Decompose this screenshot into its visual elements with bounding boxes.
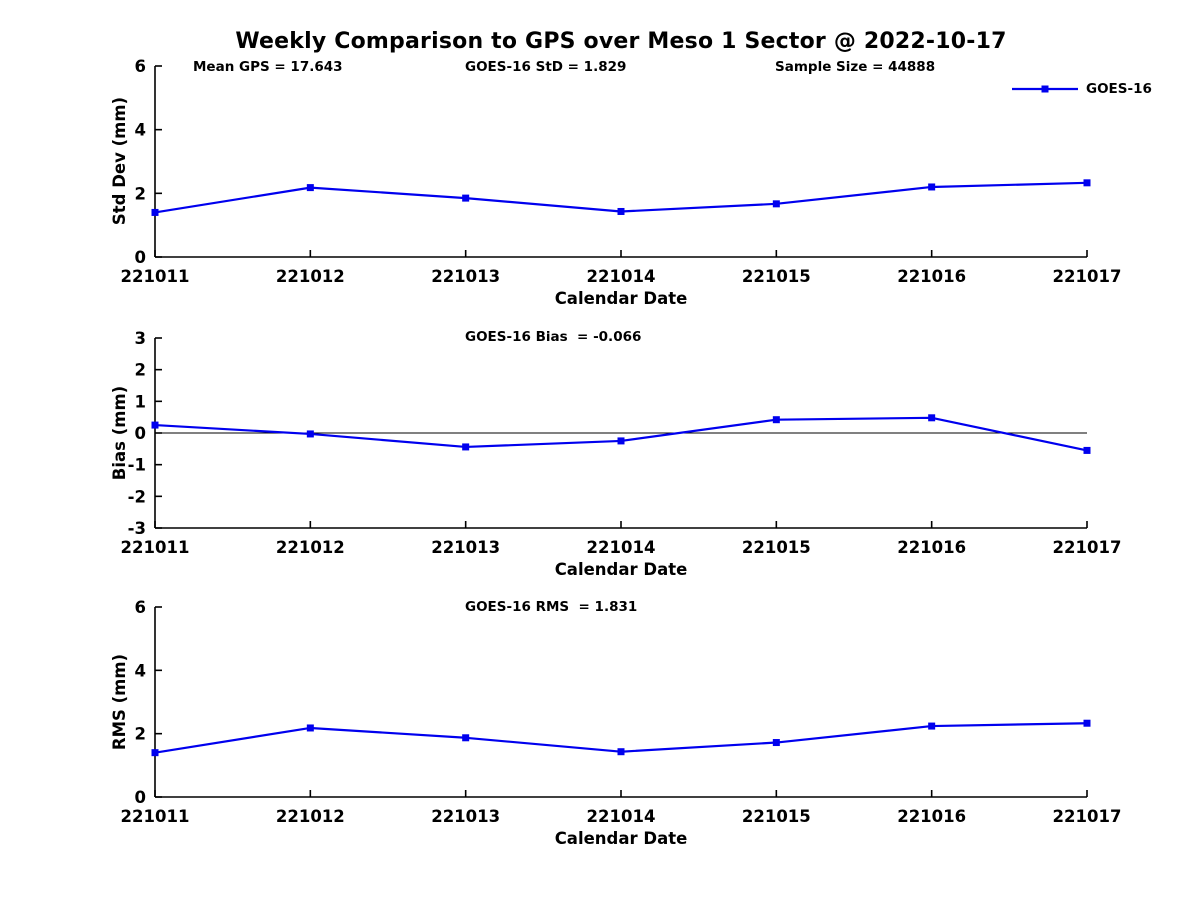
y-tick-label: -1 — [128, 456, 146, 475]
rms-vs-date-marker — [462, 734, 470, 742]
stat-mean-gps: Mean GPS = 17.643 — [193, 59, 343, 75]
y-tick-label: 6 — [135, 598, 146, 617]
x-tick-label: 221016 — [897, 267, 966, 286]
std-dev-vs-date-marker — [772, 200, 780, 208]
bias-vs-date-marker — [306, 430, 314, 438]
stddev-x-axis-label: Calendar Date — [554, 289, 688, 308]
x-tick-label: 221014 — [587, 267, 656, 286]
y-tick-label: 0 — [135, 424, 146, 443]
rms-vs-date-marker — [928, 722, 936, 730]
x-tick-label: 221012 — [276, 807, 345, 826]
x-tick-label: 221017 — [1053, 267, 1122, 286]
bias-vs-date-marker — [772, 416, 780, 424]
x-tick-label: 221015 — [742, 538, 811, 557]
y-tick-label: 2 — [135, 184, 146, 203]
x-tick-label: 221012 — [276, 538, 345, 557]
x-tick-label: 221014 — [587, 538, 656, 557]
x-tick-label: 221011 — [121, 807, 190, 826]
legend-label: GOES-16 — [1086, 81, 1152, 97]
x-tick-label: 221015 — [742, 267, 811, 286]
y-tick-label: 4 — [135, 121, 146, 140]
legend-line-marker-icon — [1012, 85, 1078, 93]
rms-x-axis-label: Calendar Date — [554, 829, 688, 848]
bias-vs-date-marker — [928, 414, 936, 422]
x-tick-label: 221013 — [431, 267, 500, 286]
rms-vs-date-marker — [617, 748, 625, 756]
y-tick-label: 0 — [135, 248, 146, 267]
chart-title: Weekly Comparison to GPS over Meso 1 Sec… — [235, 29, 1007, 54]
x-tick-label: 221016 — [897, 538, 966, 557]
rms-vs-date-marker — [772, 739, 780, 747]
bias-vs-date-line — [154, 416, 1088, 452]
std-dev-vs-date-marker — [1083, 179, 1091, 187]
y-tick-label: 2 — [135, 361, 146, 380]
y-tick-label: -2 — [128, 487, 146, 506]
std-dev-vs-date-marker — [306, 184, 314, 192]
rms-vs-date-marker — [1083, 719, 1091, 727]
legend: GOES-16 — [1011, 81, 1152, 97]
stat-sample-size: Sample Size = 44888 — [775, 59, 936, 75]
bias-y-axis-label: Bias (mm) — [110, 385, 129, 481]
y-tick-label: 0 — [135, 788, 146, 807]
x-tick-label: 221011 — [121, 267, 190, 286]
x-tick-label: 221013 — [431, 807, 500, 826]
x-tick-label: 221017 — [1053, 538, 1122, 557]
bias-annotation: GOES-16 Bias = -0.066 — [465, 329, 642, 345]
x-tick-label: 221013 — [431, 538, 500, 557]
rms-y-axis-label: RMS (mm) — [110, 653, 129, 751]
std-dev-vs-date-marker — [928, 183, 936, 191]
bias-vs-date-marker — [462, 443, 470, 451]
y-tick-label: 3 — [135, 329, 146, 348]
stddev-y-axis-label: Std Dev (mm) — [110, 96, 129, 226]
std-dev-vs-date-marker — [617, 207, 625, 215]
y-tick-label: 1 — [135, 392, 146, 411]
rms-vs-date-marker — [151, 749, 159, 757]
bias-vs-date-marker — [151, 421, 159, 429]
stat-goes16-std: GOES-16 StD = 1.829 — [465, 59, 627, 75]
bias-vs-date-marker — [1083, 446, 1091, 454]
y-tick-label: 2 — [135, 725, 146, 744]
x-tick-label: 221014 — [587, 807, 656, 826]
x-tick-label: 221016 — [897, 807, 966, 826]
y-tick-label: 4 — [135, 661, 146, 680]
std-dev-vs-date-marker — [462, 194, 470, 202]
x-tick-label: 221012 — [276, 267, 345, 286]
x-tick-label: 221015 — [742, 807, 811, 826]
bias-x-axis-label: Calendar Date — [554, 560, 688, 579]
y-tick-label: -3 — [128, 519, 146, 538]
bias-vs-date-marker — [617, 437, 625, 445]
x-tick-label: 221011 — [121, 538, 190, 557]
x-tick-label: 221017 — [1053, 807, 1122, 826]
rms-vs-date-marker — [306, 724, 314, 732]
y-tick-label: 6 — [135, 57, 146, 76]
rms-annotation: GOES-16 RMS = 1.831 — [465, 599, 638, 615]
std-dev-vs-date-marker — [151, 208, 159, 216]
